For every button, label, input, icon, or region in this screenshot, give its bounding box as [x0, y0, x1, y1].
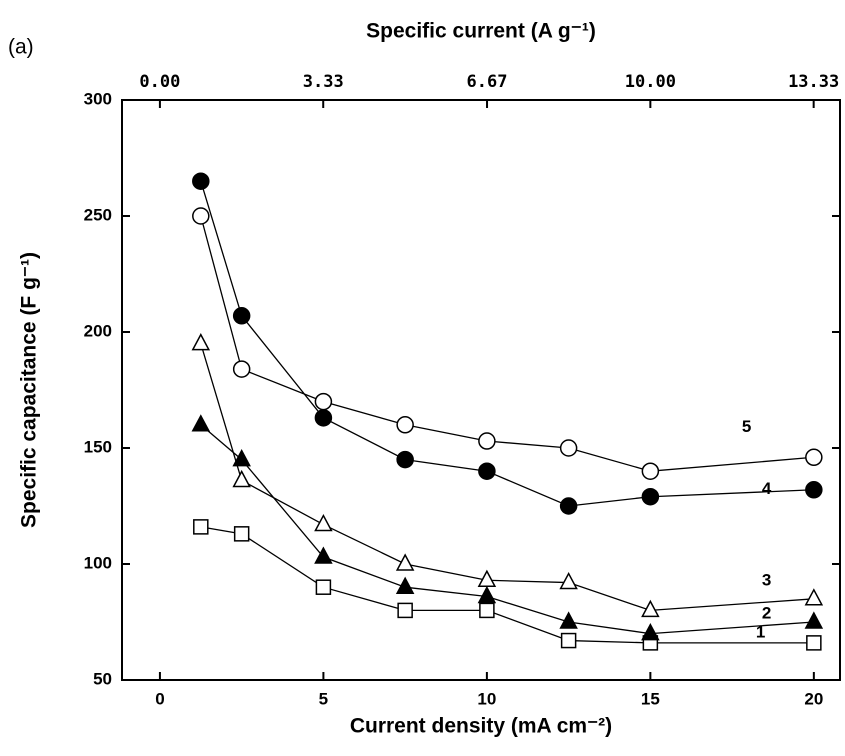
- marker: [397, 555, 413, 570]
- marker: [561, 440, 577, 456]
- x-tick-label: 20: [804, 689, 823, 708]
- marker: [561, 498, 577, 514]
- marker: [479, 587, 495, 602]
- series-label: 4: [762, 479, 772, 498]
- x-tick-label: 15: [641, 689, 660, 708]
- series-line: [201, 425, 814, 634]
- series-line: [201, 344, 814, 611]
- marker: [315, 410, 331, 426]
- x2-axis-label: Specific current (A g⁻¹): [366, 20, 596, 43]
- marker: [479, 463, 495, 479]
- y-tick-label: 150: [84, 437, 112, 456]
- marker: [235, 527, 249, 541]
- series-line: [201, 527, 814, 643]
- marker: [194, 520, 208, 534]
- series-label: 5: [742, 417, 751, 436]
- x-tick-label: 0: [155, 689, 164, 708]
- marker: [806, 449, 822, 465]
- marker: [480, 603, 494, 617]
- marker: [642, 625, 658, 640]
- marker: [234, 308, 250, 324]
- y-tick-label: 100: [84, 553, 112, 572]
- plot-frame: [122, 100, 840, 680]
- series-label: 3: [762, 570, 771, 589]
- marker: [234, 471, 250, 486]
- marker: [193, 208, 209, 224]
- marker: [561, 574, 577, 589]
- marker: [806, 613, 822, 628]
- marker: [806, 482, 822, 498]
- x-axis-label: Current density (mA cm⁻²): [350, 715, 612, 738]
- marker: [806, 590, 822, 605]
- marker: [642, 463, 658, 479]
- marker: [193, 335, 209, 350]
- x-tick-label: 5: [319, 689, 328, 708]
- panel-label: (a): [8, 36, 34, 59]
- chart: (a) Current density (mA cm⁻²) Specific c…: [0, 0, 845, 756]
- marker: [397, 452, 413, 468]
- y-tick-label: 250: [84, 205, 112, 224]
- x2-tick-label: 6.67: [467, 72, 508, 92]
- marker: [642, 489, 658, 505]
- marker: [234, 361, 250, 377]
- x2-tick-label: 13.33: [788, 72, 839, 92]
- marker: [562, 634, 576, 648]
- series-line: [201, 216, 814, 471]
- x2-tick-label: 0.00: [139, 72, 180, 92]
- marker: [315, 516, 331, 531]
- x2-tick-label: 10.00: [625, 72, 676, 92]
- y-tick-label: 50: [93, 669, 112, 688]
- marker: [193, 173, 209, 189]
- series-label: 2: [762, 603, 771, 622]
- marker: [397, 417, 413, 433]
- marker: [193, 416, 209, 431]
- y-axis-label: Specific capacitance (F g⁻¹): [18, 252, 41, 528]
- y-tick-label: 300: [84, 89, 112, 108]
- marker: [807, 636, 821, 650]
- marker: [315, 394, 331, 410]
- marker: [398, 603, 412, 617]
- x2-tick-label: 3.33: [303, 72, 344, 92]
- y-tick-label: 200: [84, 321, 112, 340]
- series-line: [201, 181, 814, 506]
- x-tick-label: 10: [477, 689, 496, 708]
- marker: [479, 433, 495, 449]
- marker: [316, 580, 330, 594]
